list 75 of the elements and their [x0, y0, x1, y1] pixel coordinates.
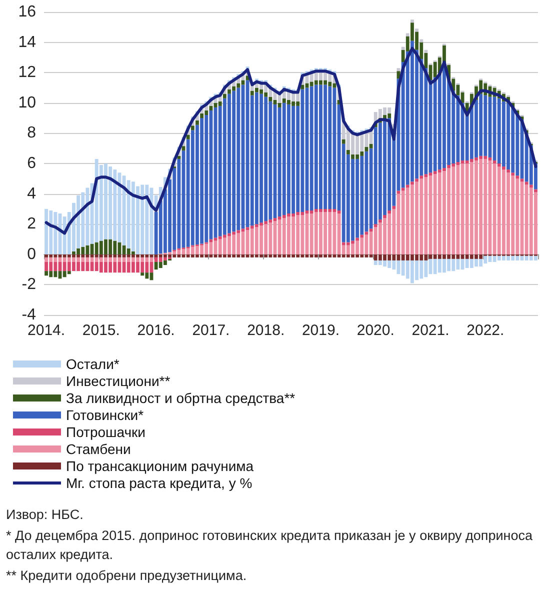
legend-label: По трансакционим рачунима — [66, 458, 254, 474]
bar — [410, 182, 414, 185]
y-tick-label: 6 — [27, 155, 36, 172]
y-tick-label: 0 — [27, 246, 36, 263]
bar — [424, 50, 428, 53]
line-series — [44, 46, 538, 235]
x-tick-label: 2021. — [412, 322, 450, 339]
bar — [356, 238, 360, 241]
bar — [190, 126, 194, 130]
legend-label: Остали* — [66, 356, 120, 372]
bar — [420, 176, 424, 179]
x-tick-label: 2020. — [356, 322, 394, 339]
legend-label: Потрошачки — [66, 424, 146, 440]
bar — [342, 139, 346, 144]
bar — [492, 160, 496, 164]
text: * До децембра 2015. допринос готовинских кредита приказан је у оквиру доприноса осталих кредита. — [6, 527, 534, 564]
bar — [392, 206, 396, 209]
bar — [534, 189, 538, 192]
bar — [447, 165, 451, 168]
bar — [346, 150, 350, 154]
bar — [415, 178, 418, 182]
y-tick-label: 16 — [18, 4, 36, 20]
y-tick-label: 14 — [18, 34, 36, 51]
y-tick-label: -2 — [22, 276, 36, 294]
bar — [140, 272, 144, 276]
bar — [278, 102, 282, 108]
y-tick-label: 10 — [18, 94, 36, 112]
bar — [388, 210, 392, 214]
bar — [369, 144, 373, 148]
x-tick-label: 2015. — [82, 322, 120, 339]
bar — [209, 239, 213, 242]
bar — [502, 166, 506, 170]
legend-label: Инвестициони** — [66, 373, 171, 389]
bar — [415, 28, 418, 32]
bar — [200, 114, 204, 118]
bar — [209, 106, 213, 110]
x-tick-label: 2022. — [466, 322, 504, 339]
bar — [406, 184, 410, 188]
bar — [374, 224, 378, 228]
legend-label: Готовински* — [66, 407, 144, 423]
y-tick-label: 4 — [27, 185, 36, 202]
bar — [222, 94, 226, 98]
y-tick-label: -4 — [22, 306, 36, 324]
text: ** Кредити одобрени предузетницима. — [6, 567, 248, 585]
bar — [131, 251, 135, 254]
bar — [401, 188, 405, 191]
bar — [196, 120, 199, 125]
bar — [401, 46, 405, 50]
bar — [360, 234, 364, 238]
x-tick-label: 2017. — [192, 322, 230, 339]
x-tick-label: 2014. — [28, 322, 66, 339]
bar — [524, 182, 528, 185]
x-tick-label: 2018. — [247, 322, 285, 339]
bar — [218, 101, 222, 106]
y-tick-label: 12 — [18, 64, 36, 82]
text: Извор: НБС. — [6, 506, 84, 524]
legend-label: Мг. стопа раста кредита, у % — [66, 475, 252, 491]
y-tick-label: 8 — [27, 124, 36, 142]
x-tick-label: 2019. — [302, 322, 340, 339]
bar — [383, 215, 386, 218]
bar — [529, 184, 533, 188]
bar — [410, 20, 414, 23]
bar — [378, 220, 382, 223]
x-tick-label: 2016. — [137, 322, 175, 339]
bar — [511, 172, 515, 176]
legend-label: За ликвидност и обртна средства** — [66, 390, 296, 406]
y-tick-label: 2 — [27, 216, 36, 233]
bar — [67, 271, 71, 274]
bar — [268, 96, 272, 102]
bar — [406, 33, 410, 36]
legend-label: Стамбени — [66, 441, 131, 457]
bar — [516, 176, 520, 179]
bar — [369, 228, 373, 232]
bar — [497, 164, 501, 167]
bar — [506, 170, 510, 173]
